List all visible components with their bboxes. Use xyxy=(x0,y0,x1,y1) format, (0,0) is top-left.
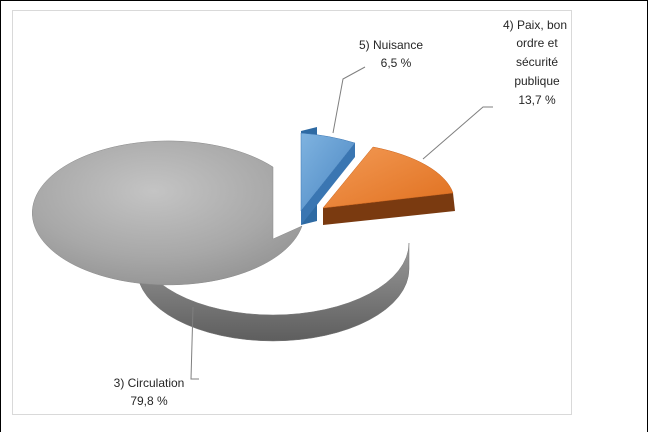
label-paix-line3: sécurité xyxy=(516,55,558,69)
chart-area: 5) Nuisance 6,5 % 4) Paix, bon ordre et … xyxy=(12,10,572,415)
leader-line-circulation xyxy=(190,306,199,380)
label-circulation-value: 79,8 % xyxy=(130,394,168,408)
label-nuisance-name: 5) Nuisance xyxy=(359,38,423,52)
label-paix-line2: ordre et xyxy=(516,36,558,50)
label-nuisance-value: 6,5 % xyxy=(381,56,412,70)
pie-slice-paix xyxy=(322,146,455,225)
label-paix-line1: 4) Paix, bon xyxy=(503,18,567,32)
slice-nuisance-edge xyxy=(301,143,355,225)
label-paix-value: 13,7 % xyxy=(518,93,556,107)
slice-circulation-side xyxy=(136,242,410,342)
label-circulation-name: 3) Circulation xyxy=(114,376,185,390)
pie-slice-nuisance xyxy=(300,127,356,225)
slice-paix-top xyxy=(322,146,454,209)
pie-chart: 5) Nuisance 6,5 % 4) Paix, bon ordre et … xyxy=(32,18,567,408)
leader-line-paix xyxy=(422,106,493,160)
leader-line-nuisance xyxy=(332,66,366,134)
label-paix-line4: publique xyxy=(514,74,560,88)
slice-circulation-top xyxy=(32,140,303,286)
pie-slice-circulation xyxy=(32,140,410,342)
slice-paix-side xyxy=(323,193,455,225)
